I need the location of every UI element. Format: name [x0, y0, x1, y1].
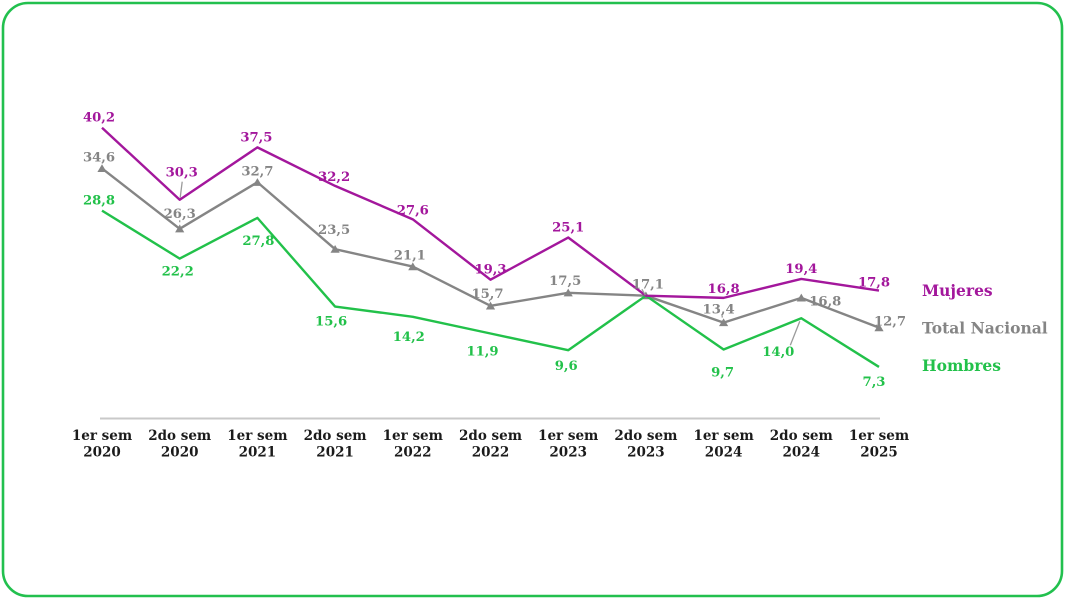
- x-axis-label: 2do sem 2023: [614, 428, 677, 461]
- x-axis-label: 2do sem 2022: [459, 428, 522, 461]
- x-axis-label: 2do sem 2021: [304, 428, 367, 461]
- data-label: 7,3: [863, 375, 886, 390]
- data-label: 9,6: [555, 359, 578, 374]
- x-axis-label: 2do sem 2024: [770, 428, 833, 461]
- data-label: 16,8: [708, 282, 740, 297]
- data-label: 14,2: [393, 330, 425, 345]
- legend-label-mujeres: Mujeres: [922, 281, 993, 300]
- data-label: 9,7: [711, 365, 734, 380]
- data-label: 13,4: [703, 303, 735, 318]
- series-labels-total-nacional: 34,6 26,3 32,7 23,5 21,1 15,7 17,5 17,1 13,4 16,8…: [83, 150, 906, 329]
- data-label: 26,3: [164, 207, 196, 222]
- data-label: 15,6: [315, 315, 347, 330]
- data-label: 11,9: [466, 344, 498, 359]
- data-label: 32,7: [241, 164, 273, 179]
- data-label: 17,8: [858, 276, 890, 291]
- data-label: 14,0: [762, 345, 794, 360]
- triangle-marker: [874, 323, 884, 332]
- data-label: 19,4: [785, 262, 817, 277]
- triangle-marker: [563, 288, 573, 297]
- data-label: 19,3: [474, 263, 506, 278]
- legend: Mujeres Total Nacional Hombres: [922, 281, 1048, 375]
- data-label: 23,5: [318, 223, 350, 238]
- triangle-marker: [796, 293, 806, 302]
- triangle-marker: [719, 318, 729, 327]
- x-axis-label: 1er sem 2024: [693, 428, 753, 461]
- series-line-mujeres: [101, 126, 880, 300]
- triangle-marker: [97, 164, 107, 173]
- data-label: 34,6: [83, 150, 115, 165]
- data-label: 27,8: [242, 234, 274, 249]
- label-leader: [721, 315, 724, 322]
- x-axis-label: 2do sem 2020: [148, 428, 211, 461]
- data-label: 21,1: [394, 249, 426, 264]
- data-label: 12,7: [874, 315, 906, 330]
- series-labels-mujeres: 40,2 30,3 37,5 32,2 27,6 19,3 25,1 16,8 19,4 17,8: [83, 111, 890, 297]
- triangle-marker: [175, 224, 185, 233]
- legend-label-total-nacional: Total Nacional: [922, 319, 1048, 338]
- legend-label-hombres: Hombres: [922, 356, 1001, 375]
- data-label: 32,2: [318, 170, 350, 185]
- label-leader-lines: [179, 181, 801, 346]
- label-leader: [179, 181, 183, 198]
- data-label: 22,2: [162, 265, 194, 280]
- triangle-marker: [252, 178, 262, 186]
- series-line-hombres: [101, 209, 880, 368]
- x-axis-label: 1er sem 2020: [72, 428, 132, 461]
- series-labels-hombres: 28,8 22,2 27,8 15,6 14,2 11,9 9,6 9,7 14,0 7,3: [83, 194, 886, 390]
- data-label: 30,3: [166, 166, 198, 181]
- x-axis-label: 1er sem 2023: [538, 428, 598, 461]
- triangle-marker: [330, 244, 340, 253]
- triangle-marker: [485, 301, 496, 310]
- data-label: 17,5: [549, 274, 581, 289]
- data-label: 28,8: [83, 194, 115, 209]
- data-label: 15,7: [471, 287, 503, 302]
- data-label: 17,1: [632, 278, 664, 293]
- x-axis-labels: 1er sem 2020 2do sem 2020 1er sem 2021 2do sem…: [72, 428, 909, 461]
- label-leader: [789, 320, 801, 346]
- x-axis-label: 1er sem 2025: [849, 428, 909, 461]
- data-label: 27,6: [397, 203, 429, 218]
- x-axis-label: 1er sem 2022: [383, 428, 443, 461]
- series-markers-total-nacional: [97, 164, 884, 332]
- x-axis-label: 1er sem 2021: [227, 428, 287, 461]
- label-leader: [641, 288, 646, 296]
- triangle-marker: [408, 262, 418, 271]
- data-label: 40,2: [83, 111, 115, 126]
- data-label: 16,8: [809, 294, 841, 309]
- data-label: 25,1: [552, 221, 584, 236]
- data-label: 37,5: [240, 130, 272, 145]
